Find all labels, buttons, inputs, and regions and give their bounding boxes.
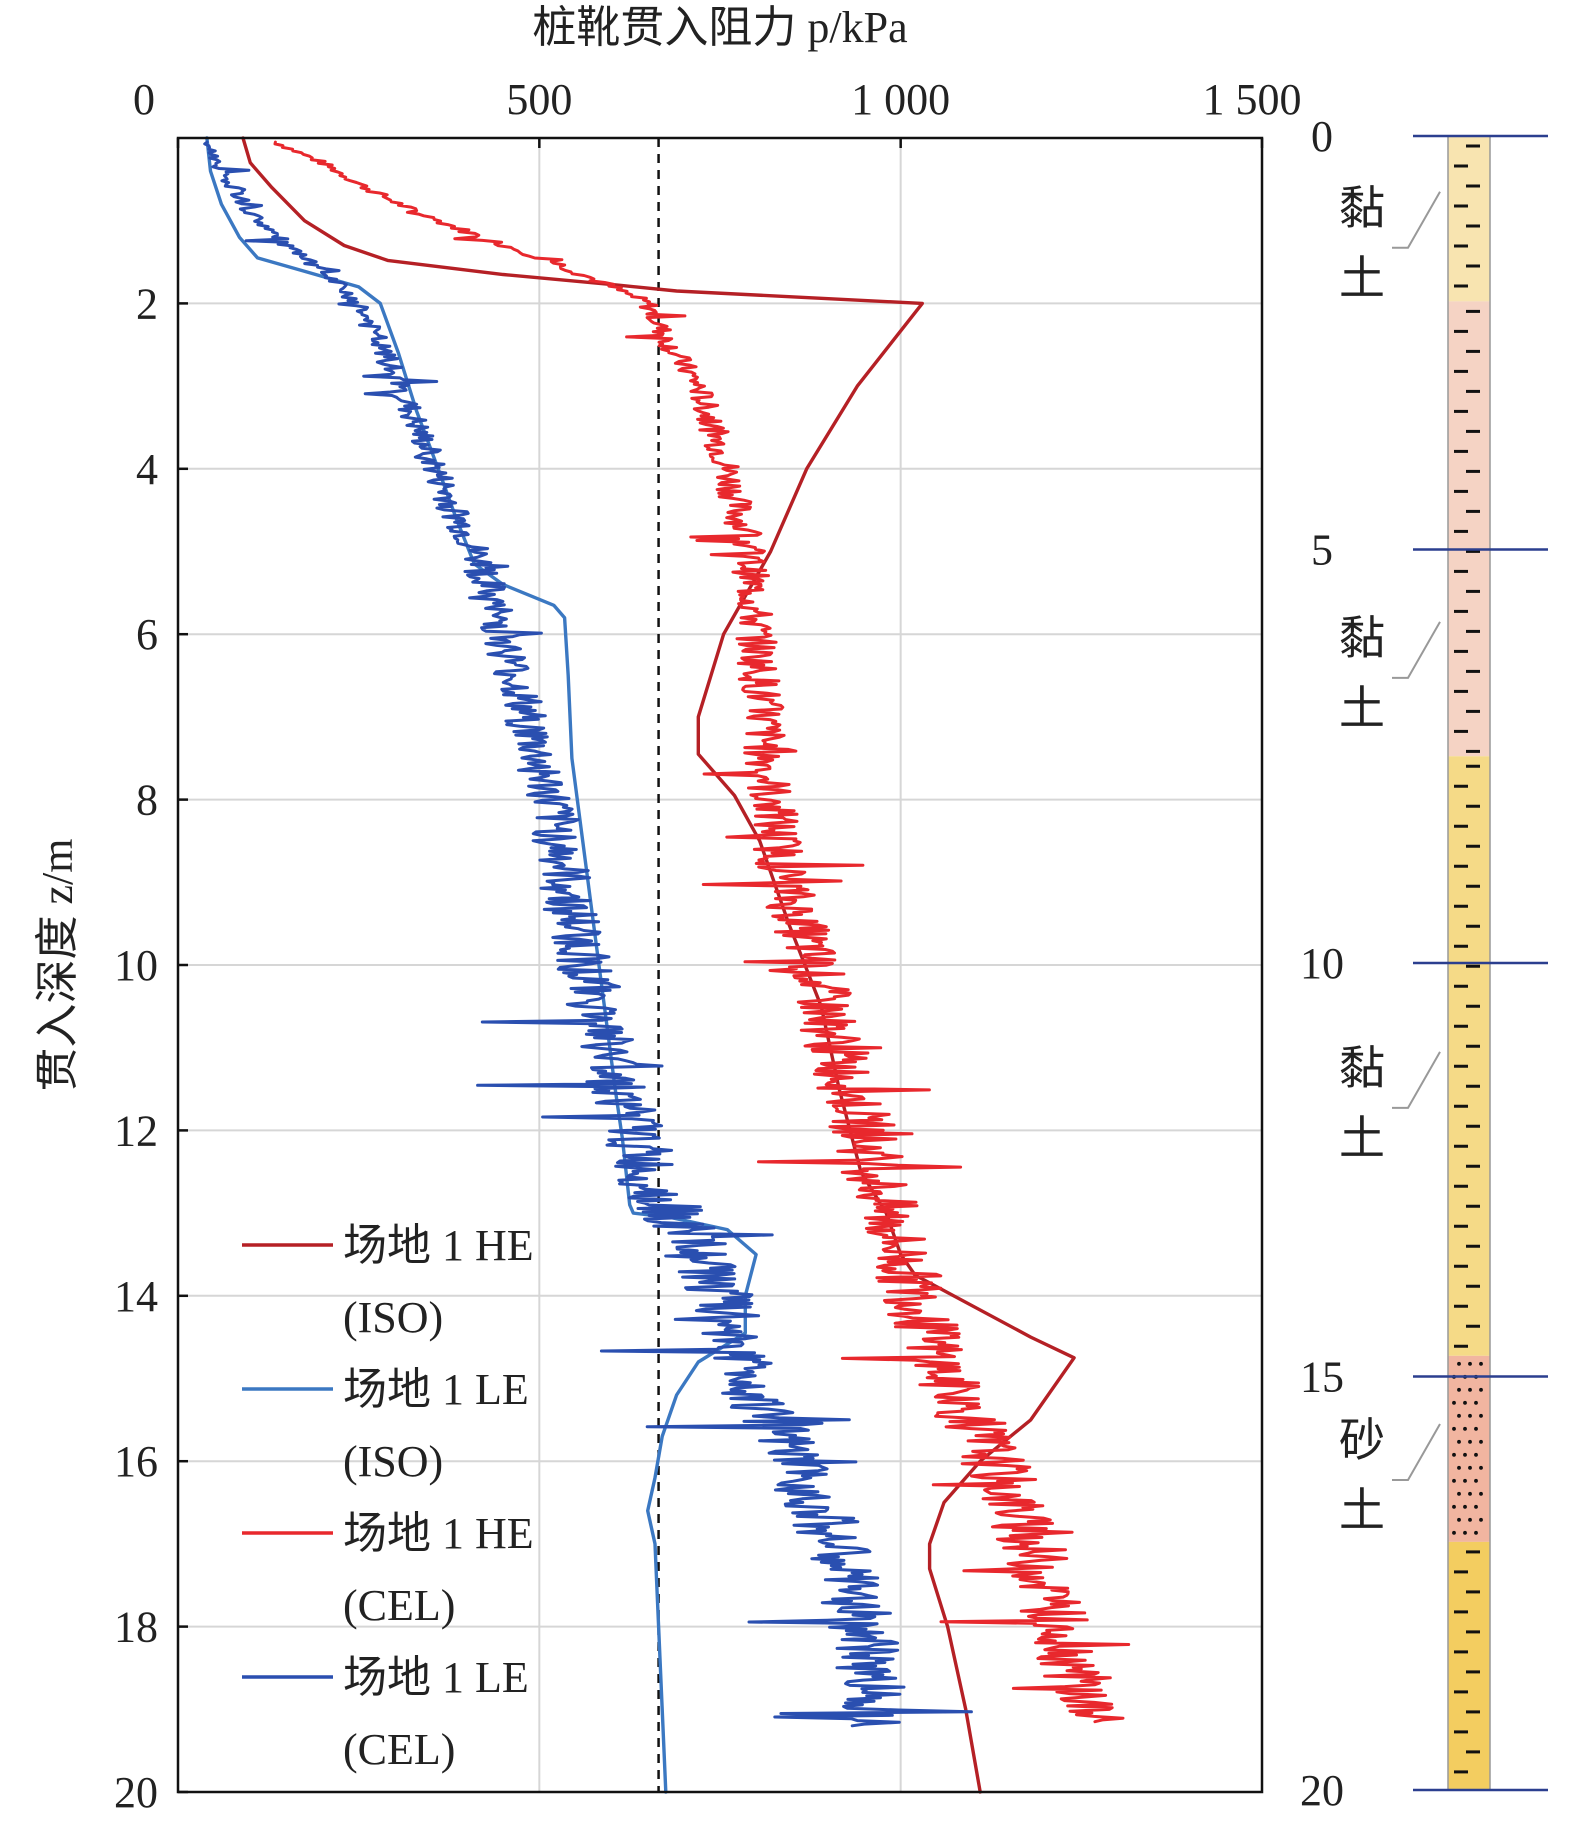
soil-depth-label: 15	[1300, 1353, 1344, 1402]
soil-pattern-mark	[1468, 1361, 1472, 1366]
soil-layer-2	[1448, 301, 1490, 757]
soil-pattern-mark	[1479, 1361, 1483, 1366]
soil-pattern-mark	[1452, 1426, 1456, 1431]
y-tick-label: 16	[114, 1437, 158, 1486]
soil-pattern-mark	[1468, 1465, 1472, 1470]
axis-ticks: 0 500 1 000 1 500 2 4 6 8 10 12 14 16 18 20	[114, 75, 1302, 1817]
y-tick-label: 2	[136, 279, 158, 328]
soil-pattern-mark	[1474, 1452, 1478, 1457]
y-tick-label: 4	[136, 445, 158, 494]
soil-pattern-mark	[1452, 1452, 1456, 1457]
x-tick-label: 1 000	[851, 75, 950, 124]
y-tick-label: 14	[114, 1272, 158, 1321]
soil-pattern-mark	[1457, 1387, 1461, 1392]
soil-pattern-mark	[1479, 1413, 1483, 1418]
soil-depth-label: 5	[1311, 526, 1333, 575]
chart-series	[203, 136, 1131, 1794]
soil-label: 土	[1339, 253, 1385, 304]
y-tick-label: 10	[114, 941, 158, 990]
soil-label: 土	[1339, 683, 1385, 734]
soil-pattern-mark	[1457, 1361, 1461, 1366]
soil-depth-label: 10	[1300, 939, 1344, 988]
soil-pattern-mark	[1479, 1439, 1483, 1444]
soil-pattern-mark	[1468, 1387, 1472, 1392]
soil-layer-5	[1448, 1541, 1490, 1790]
y-tick-label: 8	[136, 776, 158, 825]
legend-label-sub: (ISO)	[343, 1437, 443, 1486]
legend-label-sub: (CEL)	[343, 1581, 455, 1630]
soil-pattern-mark	[1452, 1478, 1456, 1483]
series-line-1	[241, 136, 1076, 1794]
soil-pattern-mark	[1468, 1439, 1472, 1444]
soil-layer-3	[1448, 756, 1490, 1356]
soil-leader-line	[1392, 1051, 1441, 1109]
y-tick-label: 18	[114, 1603, 158, 1652]
soil-pattern-mark	[1468, 1413, 1472, 1418]
soil-label: 黏	[1339, 613, 1385, 664]
soil-pattern-mark	[1463, 1426, 1467, 1431]
soil-pattern-mark	[1452, 1504, 1456, 1509]
soil-layer-1	[1448, 136, 1490, 302]
x-tick-label: 500	[506, 75, 572, 124]
soil-pattern-mark	[1474, 1530, 1478, 1535]
soil-pattern-mark	[1457, 1465, 1461, 1470]
legend-label: 场地 1 HE	[343, 1509, 534, 1558]
soil-pattern-mark	[1463, 1478, 1467, 1483]
y-tick-label: 20	[114, 1768, 158, 1817]
soil-pattern-mark	[1463, 1504, 1467, 1509]
legend-label-sub: (ISO)	[343, 1293, 443, 1342]
series-line-2	[205, 136, 758, 1794]
x-axis-title: 桩靴贯入阻力 p/kPa	[532, 3, 907, 52]
soil-label: 黏	[1339, 1043, 1385, 1094]
soil-pattern-mark	[1474, 1426, 1478, 1431]
series-line-4	[203, 140, 973, 1728]
x-tick-label: 1 500	[1203, 75, 1302, 124]
soil-pattern-mark	[1463, 1400, 1467, 1405]
soil-depth-label: 20	[1300, 1766, 1344, 1815]
chart-legend: 场地 1 HE (ISO) 场地 1 LE (ISO) 场地 1 HE (CEL) 场地 1…	[242, 1221, 534, 1774]
x-tick-label: 0	[133, 75, 155, 124]
soil-pattern-mark	[1468, 1517, 1472, 1522]
soil-pattern-mark	[1463, 1452, 1467, 1457]
soil-pattern-mark	[1452, 1530, 1456, 1535]
soil-leader-line	[1392, 1423, 1441, 1482]
soil-leader-line	[1392, 191, 1441, 249]
y-tick-label: 12	[114, 1106, 158, 1155]
soil-layer-4	[1448, 1355, 1490, 1542]
soil-label: 黏	[1339, 183, 1385, 234]
soil-label: 砂	[1339, 1415, 1385, 1466]
soil-label: 土	[1339, 1485, 1385, 1536]
legend-label: 场地 1 LE	[343, 1653, 529, 1702]
soil-pattern-mark	[1474, 1478, 1478, 1483]
soil-label: 土	[1339, 1113, 1385, 1164]
y-tick-label: 6	[136, 610, 158, 659]
soil-pattern-mark	[1457, 1517, 1461, 1522]
legend-label: 场地 1 LE	[343, 1365, 529, 1414]
legend-label-sub: (CEL)	[343, 1725, 455, 1774]
soil-pattern-mark	[1479, 1387, 1483, 1392]
series-line-3	[273, 140, 1131, 1724]
soil-pattern-mark	[1463, 1530, 1467, 1535]
soil-pattern-mark	[1452, 1400, 1456, 1405]
soil-depth-label: 0	[1311, 112, 1333, 161]
chart-grid	[178, 138, 1262, 1792]
soil-pattern-mark	[1479, 1517, 1483, 1522]
soil-pattern-mark	[1468, 1491, 1472, 1496]
y-axis-title: 贯入深度 z/m	[33, 839, 82, 1092]
soil-pattern-mark	[1474, 1504, 1478, 1509]
soil-pattern-mark	[1457, 1491, 1461, 1496]
soil-pattern-mark	[1474, 1400, 1478, 1405]
legend-label: 场地 1 HE	[343, 1221, 534, 1270]
soil-pattern-mark	[1479, 1491, 1483, 1496]
soil-pattern-mark	[1457, 1439, 1461, 1444]
soil-leader-line	[1392, 621, 1441, 679]
soil-pattern-mark	[1457, 1413, 1461, 1418]
soil-pattern-mark	[1479, 1465, 1483, 1470]
